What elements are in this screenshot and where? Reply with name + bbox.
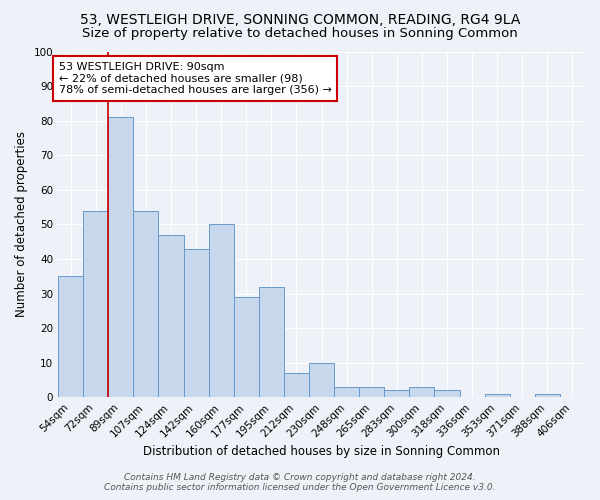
Bar — [409, 387, 434, 397]
Bar — [434, 390, 460, 397]
Text: 53 WESTLEIGH DRIVE: 90sqm
← 22% of detached houses are smaller (98)
78% of semi-: 53 WESTLEIGH DRIVE: 90sqm ← 22% of detac… — [59, 62, 331, 95]
Bar — [535, 394, 560, 397]
Bar — [485, 394, 510, 397]
Bar — [83, 210, 108, 397]
Bar — [384, 390, 409, 397]
Text: Size of property relative to detached houses in Sonning Common: Size of property relative to detached ho… — [82, 28, 518, 40]
Bar — [284, 373, 309, 397]
Bar — [133, 210, 158, 397]
Bar — [108, 117, 133, 397]
Bar — [209, 224, 233, 397]
Text: 53, WESTLEIGH DRIVE, SONNING COMMON, READING, RG4 9LA: 53, WESTLEIGH DRIVE, SONNING COMMON, REA… — [80, 12, 520, 26]
X-axis label: Distribution of detached houses by size in Sonning Common: Distribution of detached houses by size … — [143, 444, 500, 458]
Bar — [233, 297, 259, 397]
Bar — [259, 286, 284, 397]
Bar — [359, 387, 384, 397]
Bar — [58, 276, 83, 397]
Text: Contains HM Land Registry data © Crown copyright and database right 2024.
Contai: Contains HM Land Registry data © Crown c… — [104, 473, 496, 492]
Bar — [184, 248, 209, 397]
Bar — [309, 362, 334, 397]
Bar — [158, 234, 184, 397]
Bar — [334, 387, 359, 397]
Y-axis label: Number of detached properties: Number of detached properties — [15, 132, 28, 318]
